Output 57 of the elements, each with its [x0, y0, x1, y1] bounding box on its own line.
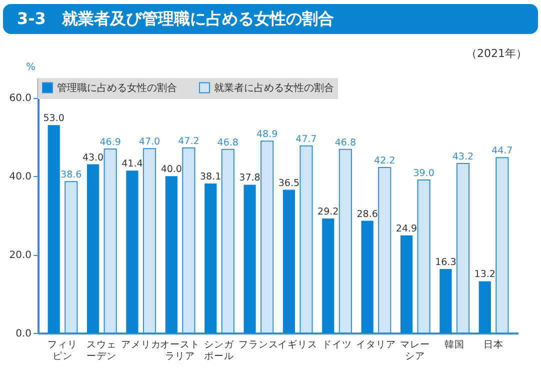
x-tick-label: フランス: [238, 340, 278, 350]
data-label: 24.9: [396, 223, 418, 234]
data-label: 38.6: [60, 170, 82, 181]
x-tick-label: イタリア: [356, 340, 396, 350]
data-label: 36.5: [278, 178, 300, 189]
x-tick-label: シンガポール: [204, 340, 236, 362]
data-label: 48.9: [256, 129, 278, 140]
data-label: 39.0: [413, 168, 434, 179]
y-axis-title: %: [26, 62, 36, 73]
bar: [126, 170, 138, 333]
data-label: 53.0: [43, 113, 64, 124]
bar: [86, 164, 100, 333]
bar: [400, 235, 413, 333]
data-label: 16.3: [435, 257, 456, 268]
legend-label: 管理職に占める女性の割合: [57, 82, 177, 94]
x-tick-label: ドイツ: [322, 340, 352, 350]
data-label: 47.0: [138, 136, 160, 148]
data-label: 46.8: [334, 137, 356, 148]
bar: [165, 176, 178, 333]
y-tick-label: 0.0: [16, 328, 32, 340]
data-label: 38.1: [200, 172, 222, 183]
bar: [204, 184, 217, 333]
legend-label: 就業者に占める女性の割合: [214, 82, 334, 94]
bar: [361, 220, 374, 333]
data-label: 46.9: [100, 137, 121, 148]
chart-subtitle: （2021年）: [466, 46, 527, 61]
x-tick-label: イギリス: [278, 338, 318, 350]
data-label: 43.0: [82, 152, 104, 164]
y-tick-label: 20.0: [9, 250, 32, 262]
bar: [440, 269, 452, 333]
data-label: 41.4: [122, 158, 143, 170]
bar: [322, 218, 334, 333]
bar: [244, 184, 256, 333]
data-label: 13.2: [474, 269, 496, 280]
bar: [478, 281, 491, 333]
x-tick-label: オーストラリア: [160, 340, 200, 362]
data-label: 29.2: [318, 206, 339, 218]
data-label: 42.2: [374, 155, 396, 166]
data-label: 37.8: [239, 172, 260, 184]
bar: [48, 125, 60, 333]
data-label: 47.7: [296, 134, 317, 145]
chart-title: 3-3 就業者及び管理職に占める女性の割合: [3, 4, 538, 34]
data-label: 46.8: [217, 137, 238, 148]
x-tick-label: スウェーデン: [86, 340, 117, 362]
x-tick-label: 韓国: [444, 338, 464, 350]
data-label: 44.7: [492, 146, 513, 157]
y-tick-label: 60.0: [9, 93, 32, 104]
x-tick-label: フィリピン: [47, 340, 78, 362]
data-label: 28.6: [356, 208, 378, 220]
y-tick-label: 40.0: [9, 172, 32, 183]
bar: [282, 190, 295, 333]
data-label: 40.0: [160, 164, 182, 176]
x-tick-label: マレーシア: [400, 340, 430, 362]
data-label: 47.2: [178, 136, 200, 147]
x-tick-label: アメリカ: [120, 340, 161, 350]
data-label: 43.2: [452, 152, 474, 163]
x-tick-label: 日本: [484, 338, 504, 350]
